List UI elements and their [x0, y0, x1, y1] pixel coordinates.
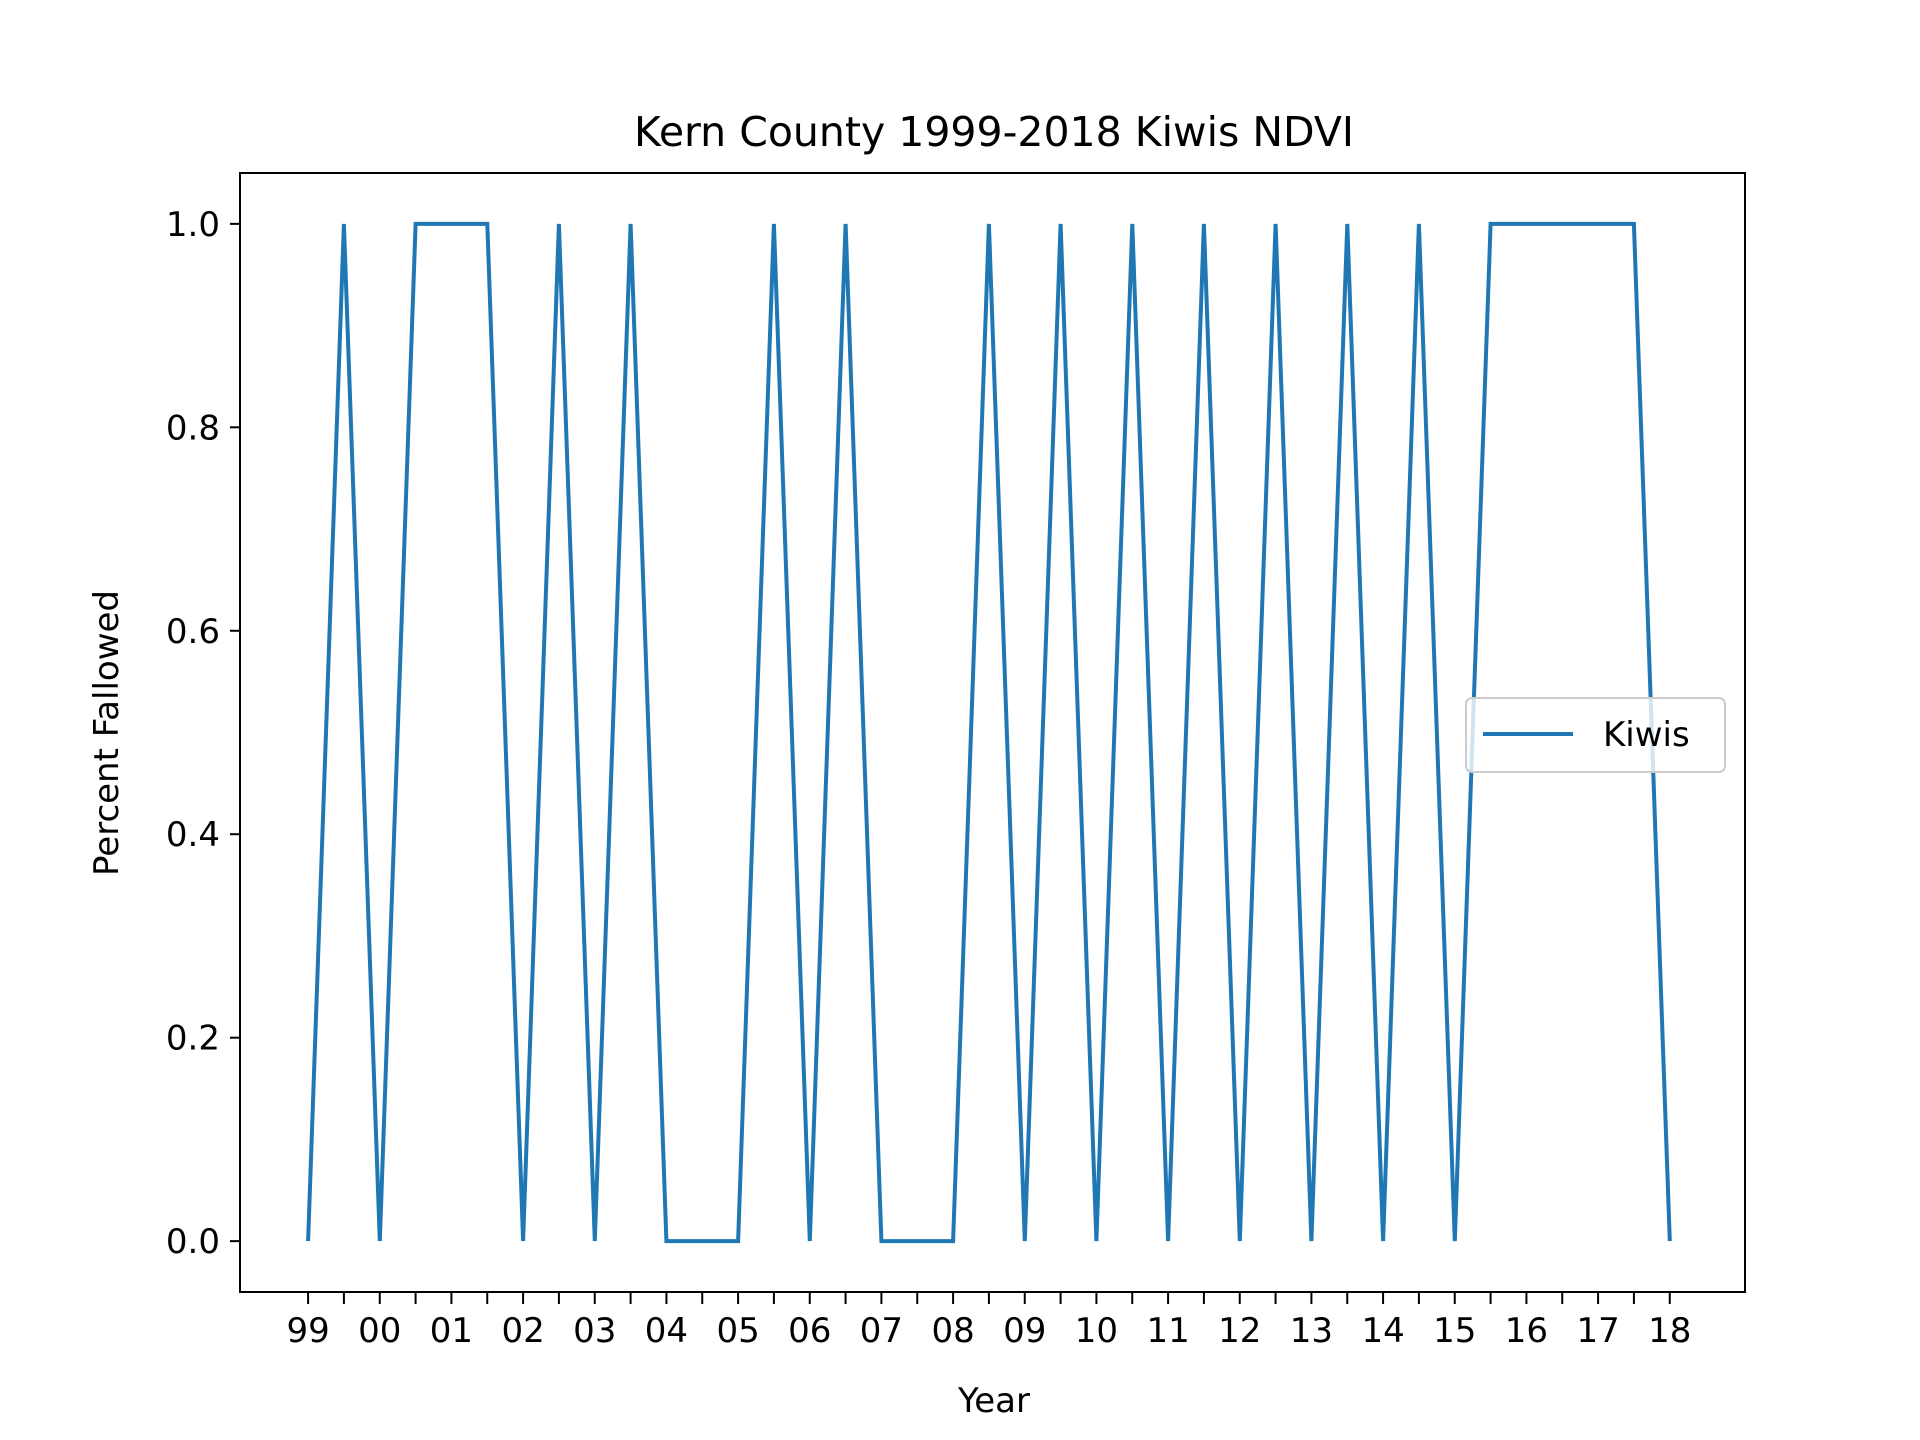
x-tick-label: 16 — [1505, 1311, 1548, 1351]
chart-title: Kern County 1999-2018 Kiwis NDVI — [634, 108, 1354, 156]
legend-label-kiwis: Kiwis — [1603, 715, 1690, 755]
x-tick-label: 12 — [1218, 1311, 1261, 1351]
x-tick-label: 09 — [1003, 1311, 1046, 1351]
x-tick-label: 03 — [573, 1311, 616, 1351]
y-tick-label: 0.6 — [166, 612, 220, 652]
x-tick-label: 05 — [716, 1311, 759, 1351]
plot-frame — [239, 172, 1746, 1293]
x-tick-label: 06 — [788, 1311, 831, 1351]
x-tick-label: 13 — [1290, 1311, 1333, 1351]
x-tick-label: 15 — [1433, 1311, 1476, 1351]
x-tick-label: 10 — [1075, 1311, 1118, 1351]
series-line-kiwis — [306, 221, 1672, 1244]
y-tick-label: 0.2 — [166, 1019, 220, 1059]
x-axis-label: Year — [957, 1381, 1030, 1421]
series-layer — [306, 221, 1672, 1244]
x-tick-label: 01 — [430, 1311, 473, 1351]
x-tick-label: 00 — [358, 1311, 401, 1351]
legend-box — [1465, 697, 1726, 773]
x-tick-label: 14 — [1361, 1311, 1404, 1351]
x-tick-label: 07 — [860, 1311, 903, 1351]
x-axis-ticks: 99 00 01 02 03 04 05 06 07 08 09 10 11 12 13 14 15 16 17 18 — [286, 1292, 1691, 1351]
x-tick-label: 04 — [645, 1311, 688, 1351]
y-tick-label: 0.0 — [166, 1222, 220, 1262]
x-tick-label: 17 — [1576, 1311, 1619, 1351]
y-tick-label: 1.0 — [166, 205, 220, 245]
x-tick-label: 18 — [1648, 1311, 1691, 1351]
y-axis-ticks: 0.0 0.2 0.4 0.6 0.8 1.0 — [166, 205, 240, 1262]
y-tick-label: 0.8 — [166, 408, 220, 448]
x-tick-label: 08 — [931, 1311, 974, 1351]
x-tick-label: 11 — [1146, 1311, 1189, 1351]
y-tick-label: 0.4 — [166, 815, 220, 855]
x-tick-label: 99 — [286, 1311, 329, 1351]
y-axis-label: Percent Fallowed — [87, 590, 127, 876]
x-tick-label: 02 — [501, 1311, 544, 1351]
legend: Kiwis — [1465, 697, 1726, 773]
